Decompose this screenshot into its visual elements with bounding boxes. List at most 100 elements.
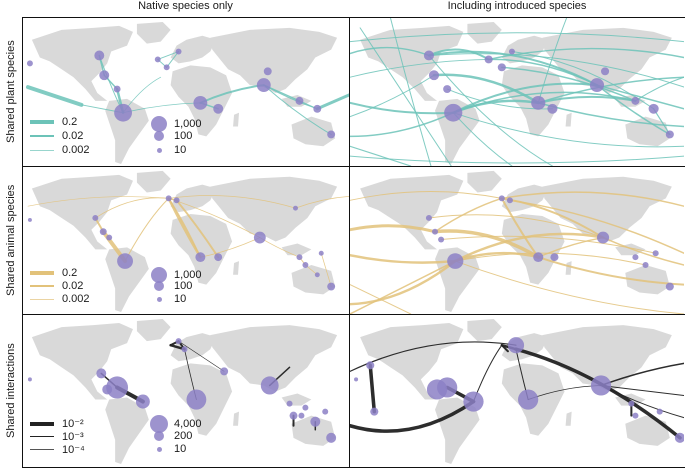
region-node	[96, 368, 107, 379]
legend-node-large	[150, 415, 168, 433]
land-madagascar	[233, 112, 240, 127]
network-link	[427, 48, 490, 61]
region-node	[354, 377, 359, 382]
region-node	[596, 231, 610, 244]
region-node	[214, 253, 223, 262]
land-greenland	[136, 319, 171, 342]
region-node	[260, 376, 279, 395]
region-node	[447, 253, 464, 269]
land-southeast-asia	[281, 243, 312, 256]
land-greenland	[467, 170, 502, 193]
land-australia	[291, 265, 336, 295]
region-node	[425, 215, 432, 221]
network-link	[487, 58, 598, 86]
land-australia	[291, 415, 336, 446]
land-asia	[210, 27, 338, 93]
network-link	[178, 340, 225, 372]
network-link	[263, 84, 332, 135]
region-node	[498, 195, 505, 202]
network-link	[433, 229, 541, 259]
land-madagascar	[565, 411, 572, 426]
network-link	[634, 76, 684, 102]
land-europe	[501, 35, 549, 64]
region-node	[310, 416, 321, 427]
region-node	[253, 231, 266, 244]
row-label-plants: Shared plant species	[5, 40, 17, 144]
network-link	[315, 93, 349, 111]
region-node	[99, 228, 107, 236]
region-node	[163, 64, 170, 71]
network-link	[487, 47, 684, 61]
region-node	[484, 55, 493, 64]
land-north-america	[31, 174, 133, 250]
region-node	[326, 432, 337, 443]
region-node	[165, 195, 172, 202]
network-link	[167, 197, 202, 258]
region-node	[632, 412, 639, 419]
network-link	[350, 155, 684, 164]
region-node	[27, 217, 32, 222]
network-link	[295, 196, 349, 209]
land-south-america	[435, 397, 480, 464]
region-node	[298, 412, 305, 419]
legend-node-label: 200	[174, 430, 193, 442]
land-south-america	[435, 247, 480, 313]
region-node	[213, 103, 224, 114]
region-node	[665, 282, 674, 291]
region-node	[518, 389, 539, 410]
network-link	[350, 259, 457, 306]
land-australia	[291, 116, 336, 147]
world-map	[350, 18, 684, 166]
region-node	[438, 236, 445, 243]
region-node	[601, 67, 610, 76]
region-node	[431, 228, 439, 235]
land-north-america	[360, 25, 464, 101]
network-link	[175, 199, 220, 259]
region-node	[154, 56, 161, 63]
region-node	[648, 103, 659, 114]
land-north-america	[360, 174, 464, 250]
network-link	[602, 236, 684, 266]
region-node	[589, 78, 605, 92]
region-node	[256, 78, 271, 92]
legend-line-label: 10⁻³	[62, 431, 84, 443]
world-map	[27, 170, 349, 313]
legend-node-small	[156, 446, 162, 452]
legend-node-label: 1,000	[174, 269, 202, 281]
legend-node-small	[156, 147, 162, 153]
network-link	[350, 145, 412, 166]
region-node	[508, 48, 515, 55]
legend-node-medium	[154, 281, 164, 291]
legend-line-thin	[30, 298, 54, 300]
region-node	[106, 234, 113, 241]
legend-node-large	[151, 116, 167, 132]
region-node	[652, 250, 659, 257]
land-asia	[210, 325, 338, 392]
network-link	[27, 196, 169, 207]
legend-node-label: 10	[174, 293, 187, 305]
network-link	[350, 253, 457, 264]
network-link	[124, 197, 170, 262]
legend-line-label: 10⁻²	[62, 418, 84, 430]
region-node	[631, 96, 640, 105]
land-north-america	[31, 25, 133, 101]
column-title-introduced: Including introduced species	[447, 0, 587, 12]
network-link	[350, 190, 503, 201]
land-north-america	[31, 323, 133, 400]
region-node	[295, 96, 304, 105]
land-north-america	[360, 323, 464, 400]
land-australia	[625, 265, 670, 295]
region-node	[302, 262, 309, 268]
land-madagascar	[233, 411, 240, 426]
network-link	[350, 260, 457, 314]
legend-line-label: 0.02	[62, 280, 84, 292]
legend-line-label: 0.02	[62, 130, 84, 142]
region-node	[428, 70, 440, 81]
region-node	[547, 103, 558, 114]
region-node	[550, 253, 559, 262]
legend-line-thick	[30, 271, 54, 275]
land-south-america	[105, 397, 149, 464]
network-link	[350, 46, 430, 57]
legend-line-label: 10⁻⁴	[62, 444, 85, 456]
land-europe	[170, 184, 217, 213]
